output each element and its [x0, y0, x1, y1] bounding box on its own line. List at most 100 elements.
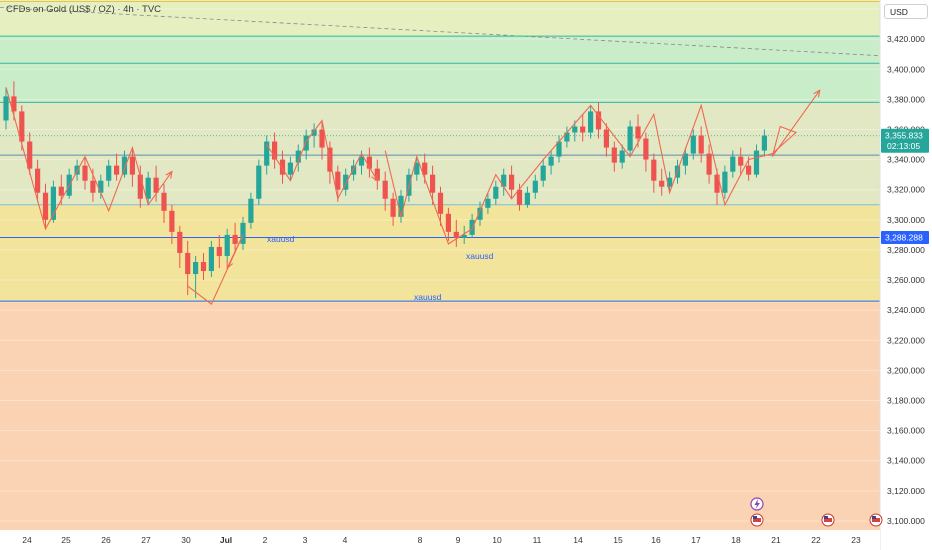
- candle-body-93: [738, 156, 744, 166]
- candle-body-69: [548, 156, 554, 166]
- time-axis-background: [0, 530, 880, 550]
- annotation-label-1: xauusd: [466, 251, 494, 261]
- candle-body-42: [335, 171, 341, 190]
- currency-button[interactable]: USD: [884, 4, 928, 19]
- x-tick-label-16: 17: [691, 535, 701, 545]
- y-tick-label-7: 3,240.000: [887, 305, 925, 315]
- candle-body-84: [667, 177, 673, 187]
- y-tick-label-2: 3,140.000: [887, 456, 925, 466]
- x-tick-label-8: 4: [343, 535, 348, 545]
- candle-body-88: [698, 135, 704, 154]
- candle-body-29: [232, 234, 238, 244]
- candle-body-28: [224, 234, 230, 256]
- candle-body-96: [761, 135, 767, 151]
- projection-path-2: [266, 119, 378, 201]
- candle-body-68: [540, 165, 546, 181]
- candle-body-55: [437, 192, 444, 214]
- candle-body-24: [193, 261, 199, 275]
- candle-body-22: [177, 231, 183, 253]
- candle-body-82: [651, 159, 657, 181]
- x-tick-label-11: 10: [492, 535, 502, 545]
- x-tick-label-17: 18: [731, 535, 741, 545]
- candle-body-23: [185, 252, 191, 275]
- candle-body-78: [619, 150, 625, 163]
- projection-path-0: [5, 87, 173, 231]
- x-tick-label-19: 22: [811, 535, 821, 545]
- candle-body-25: [200, 261, 207, 272]
- candle-body-26: [208, 246, 214, 272]
- candle-body-2: [19, 111, 25, 142]
- candle-body-16: [129, 156, 135, 175]
- candle-body-89: [706, 153, 712, 175]
- y-tick-label-4: 3,180.000: [887, 396, 925, 406]
- projection-arrowhead-2: [371, 173, 378, 182]
- candle-body-73: [580, 126, 586, 133]
- lightning-bolt-icon: [754, 499, 760, 509]
- y-tick-label-0: 3,100.000: [887, 516, 925, 526]
- chart-title[interactable]: CFDs on Gold (US$ / OZ) · 4h · TVC: [6, 4, 162, 15]
- candle-body-66: [524, 192, 530, 205]
- candle-body-65: [516, 189, 523, 205]
- candle-body-56: [445, 213, 451, 232]
- us-flag-stripes-1: [824, 518, 832, 522]
- candle-body-32: [256, 165, 262, 199]
- candle-body-90: [714, 174, 720, 193]
- y-tick-label-8: 3,260.000: [887, 275, 925, 285]
- candle-body-91: [722, 171, 728, 193]
- y-tick-label-6: 3,220.000: [887, 335, 925, 345]
- price-axis-background: [880, 0, 932, 550]
- y-tick-label-10: 3,300.000: [887, 215, 925, 225]
- candle-body-14: [114, 165, 120, 175]
- zone-band-3: [0, 36, 880, 103]
- candle-body-60: [477, 207, 483, 220]
- y-tick-label-5: 3,200.000: [887, 365, 925, 375]
- candle-body-17: [137, 174, 143, 199]
- y-tick-label-14: 3,380.000: [887, 94, 925, 104]
- candle-body-77: [611, 147, 617, 163]
- x-tick-label-3: 27: [141, 535, 151, 545]
- candle-body-80: [635, 126, 641, 139]
- us-flag-canton-2: [872, 516, 876, 519]
- candle-body-86: [682, 153, 688, 166]
- x-tick-label-12: 11: [533, 535, 542, 545]
- candle-body-6: [50, 186, 56, 220]
- candle-body-40: [319, 129, 325, 148]
- x-tick-label-0: 24: [22, 535, 32, 545]
- candle-body-67: [532, 180, 538, 193]
- candle-body-72: [572, 126, 578, 133]
- candle-body-70: [556, 141, 562, 157]
- candle-body-36: [287, 162, 293, 175]
- y-tick-label-3: 3,160.000: [887, 426, 925, 436]
- y-tick-label-1: 3,120.000: [887, 486, 925, 496]
- candle-body-35: [279, 159, 286, 175]
- candle-body-4: [35, 168, 41, 193]
- projection-arrowhead-1: [226, 261, 234, 270]
- candle-body-59: [469, 219, 475, 235]
- candle-body-11: [90, 180, 96, 193]
- countdown-label: 02:13:05: [887, 141, 920, 151]
- annotation-label-0: xauusd: [267, 234, 295, 244]
- y-tick-label-9: 3,280.000: [887, 245, 925, 255]
- candle-body-57: [453, 231, 459, 238]
- x-tick-label-20: 23: [851, 535, 861, 545]
- us-flag-canton-0: [753, 516, 757, 519]
- x-tick-label-4: 30: [181, 535, 191, 545]
- level-price-tag: [881, 230, 929, 244]
- zone-band-0: [0, 302, 880, 530]
- current-price-label: 3,355.833: [885, 130, 923, 140]
- candle-body-87: [690, 135, 696, 154]
- candle-body-10: [82, 165, 88, 181]
- x-tick-label-14: 15: [613, 535, 623, 545]
- candle-body-64: [509, 174, 515, 190]
- candle-body-81: [643, 138, 649, 160]
- us-flag-stripes-0: [753, 518, 761, 522]
- candle-body-30: [240, 222, 246, 244]
- candle-body-95: [753, 150, 760, 175]
- candle-body-74: [588, 111, 594, 133]
- x-tick-label-9: 8: [418, 535, 423, 545]
- x-tick-label-10: 9: [456, 535, 461, 545]
- candle-body-5: [42, 192, 49, 220]
- candle-body-63: [501, 174, 507, 187]
- candle-body-27: [216, 246, 222, 256]
